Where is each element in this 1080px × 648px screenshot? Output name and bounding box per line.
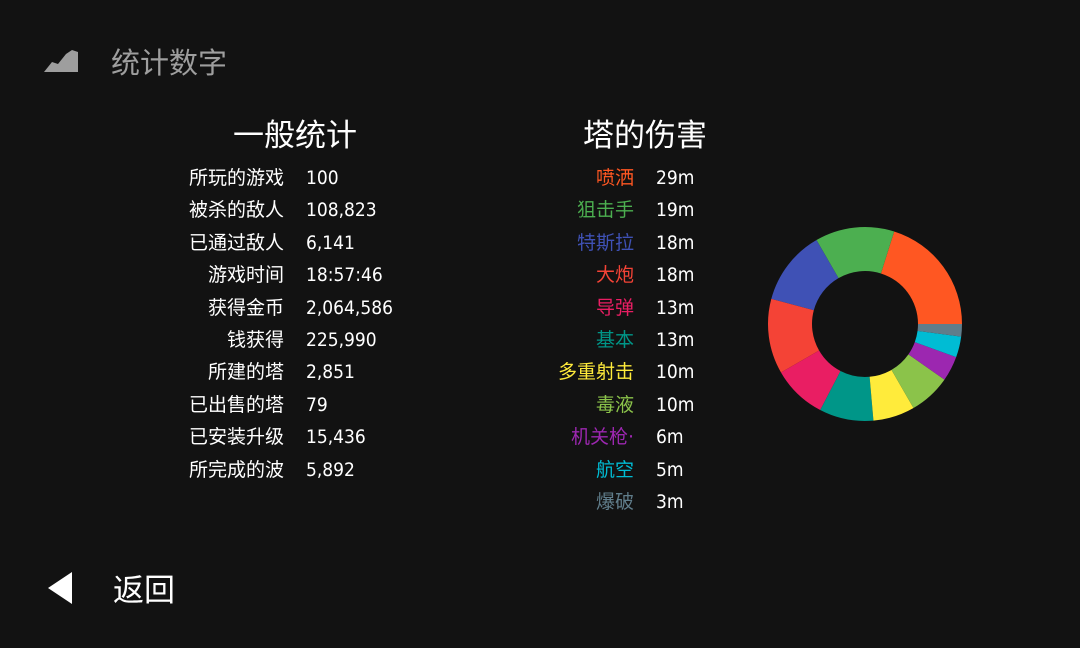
- stat-value: 100: [306, 167, 339, 189]
- stat-row: 被杀的敌人 108,823: [0, 195, 1080, 225]
- stat-row: 大炮 18m: [0, 260, 1080, 290]
- stat-row: 爆破 3m: [0, 487, 1080, 517]
- tower-damage-donut-chart: [768, 227, 962, 421]
- stat-label: 获得金币: [207, 296, 284, 319]
- donut-segment-9: [914, 330, 962, 358]
- stat-label: 喷洒: [595, 167, 634, 189]
- stat-value: 10m: [656, 393, 695, 416]
- stat-label: 多重射击: [557, 361, 634, 384]
- stat-label: 大炮: [595, 264, 634, 287]
- stat-value: 18m: [656, 231, 695, 254]
- stat-value: 79: [306, 393, 328, 416]
- stat-row: 狙击手 19m: [0, 195, 1080, 225]
- stat-row: 航空 5m: [0, 455, 1080, 485]
- stat-label: 钱获得: [226, 329, 284, 351]
- donut-segment-2: [771, 239, 839, 311]
- donut-segment-10: [917, 324, 962, 337]
- donut-segment-3: [768, 298, 820, 373]
- stat-value: 18:57:46: [306, 264, 383, 287]
- stat-row: 所玩的游戏 100: [0, 163, 1080, 193]
- stat-value: 225,990: [306, 329, 377, 351]
- stat-row: 特斯拉 18m: [0, 228, 1080, 258]
- stat-value: 13m: [656, 296, 695, 319]
- general-stats-heading: 一般统计: [233, 118, 357, 154]
- stat-value: 6,141: [306, 231, 355, 254]
- triangle-left-icon: [48, 571, 72, 604]
- stat-row: 所建的塔 2,851: [0, 357, 1080, 387]
- stat-value: 13m: [656, 329, 695, 351]
- tower-damage-heading: 塔的伤害: [583, 118, 707, 154]
- stat-label: 被杀的敌人: [188, 199, 284, 222]
- donut-segment-6: [869, 369, 914, 421]
- stat-row: 基本 13m: [0, 325, 1080, 355]
- stat-row: 机关枪· 6m: [0, 422, 1080, 452]
- page-title: 统计数字: [111, 46, 228, 80]
- stat-value: 5m: [656, 458, 684, 481]
- stat-row: 喷洒 29m: [0, 163, 1080, 193]
- stat-label: 已安装升级: [188, 426, 284, 449]
- stat-label: 基本: [595, 329, 634, 351]
- stat-value: 18m: [656, 264, 695, 287]
- stat-row: 毒液 10m: [0, 390, 1080, 420]
- stat-row: 获得金币 2,064,586: [0, 293, 1080, 323]
- stat-label: 爆破: [595, 491, 634, 513]
- stat-value: 3m: [656, 491, 684, 513]
- stat-value: 6m: [656, 426, 684, 449]
- stat-row: 已安装升级 15,436: [0, 422, 1080, 452]
- stat-value: 19m: [656, 199, 695, 222]
- stat-row: 游戏时间 18:57:46: [0, 260, 1080, 290]
- stat-label: 所玩的游戏: [188, 167, 284, 189]
- stat-label: 已出售的塔: [188, 393, 284, 416]
- stat-value: 2,064,586: [306, 296, 393, 319]
- stat-row: 钱获得 225,990: [0, 325, 1080, 355]
- donut-segment-4: [780, 350, 841, 411]
- donut-segment-7: [891, 354, 945, 409]
- back-button[interactable]: 返回: [44, 565, 175, 610]
- donut-segment-1: [816, 227, 895, 279]
- chart-area-icon: [44, 48, 78, 76]
- stat-row: 已出售的塔 79: [0, 390, 1080, 420]
- stat-row: 已通过敌人 6,141: [0, 228, 1080, 258]
- donut-segment-8: [908, 342, 957, 380]
- stat-value: 5,892: [306, 458, 355, 481]
- stat-value: 15,436: [306, 426, 366, 449]
- stat-label: 游戏时间: [207, 264, 284, 287]
- stat-label: 机关枪·: [570, 426, 634, 449]
- stat-row: 导弹 13m: [0, 293, 1080, 323]
- back-label: 返回: [113, 573, 175, 609]
- donut-segment-5: [820, 371, 874, 421]
- stat-value: 2,851: [306, 361, 355, 384]
- stat-label: 狙击手: [576, 199, 634, 222]
- stat-label: 导弹: [595, 296, 634, 319]
- stat-label: 所建的塔: [207, 361, 284, 384]
- stat-label: 毒液: [595, 393, 634, 416]
- stat-row: 多重射击 10m: [0, 357, 1080, 387]
- stat-label: 航空: [595, 458, 634, 481]
- stat-label: 已通过敌人: [188, 231, 284, 254]
- stat-value: 10m: [656, 361, 695, 384]
- stat-row: 所完成的波 5,892: [0, 455, 1080, 485]
- stat-value: 108,823: [306, 199, 377, 222]
- stat-label: 特斯拉: [576, 231, 634, 254]
- donut-segment-0: [880, 231, 962, 324]
- stat-label: 所完成的波: [188, 458, 284, 481]
- stat-value: 29m: [656, 167, 695, 189]
